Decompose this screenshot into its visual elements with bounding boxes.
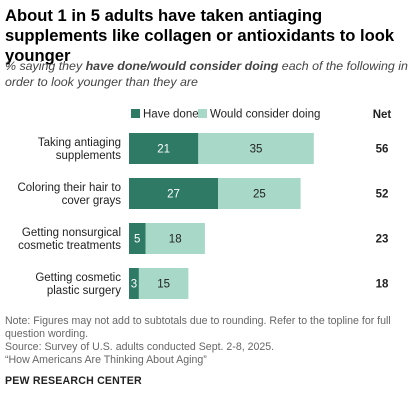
stacked-bar-chart: Have done Would consider doing Net Takin… <box>17 109 392 299</box>
category-label-line: Coloring their hair to <box>17 182 121 194</box>
report-title: “How Americans Are Thinking About Aging” <box>5 354 207 366</box>
value-label-would-consider: 18 <box>169 234 182 246</box>
net-column-header: Net <box>373 109 392 121</box>
legend-swatch-have-done <box>131 109 140 118</box>
category-label-line: Getting nonsurgical <box>22 227 121 239</box>
footer-brand: PEW RESEARCH CENTER <box>5 375 142 387</box>
chart-subtitle: % saying they have done/would consider d… <box>5 58 417 90</box>
category-label-line: Taking antiaging <box>38 137 121 149</box>
bar-would-consider <box>198 133 314 164</box>
bar-have-done <box>129 178 219 209</box>
net-value: 56 <box>376 144 389 156</box>
bar-would-consider <box>218 178 301 209</box>
category-label-line: supplements <box>56 150 121 162</box>
value-label-would-consider: 15 <box>157 279 170 291</box>
net-value: 18 <box>376 279 389 291</box>
source-text: Source: Survey of U.S. adults conducted … <box>5 341 275 353</box>
net-value: 23 <box>376 234 389 246</box>
category-label-line: plastic surgery <box>47 285 121 297</box>
value-label-would-consider: 25 <box>253 189 266 201</box>
category-label-line: Getting cosmetic <box>35 272 121 284</box>
subtitle-prefix: % saying they <box>5 59 86 73</box>
subtitle-suffix: each of the following in order to look y… <box>5 59 408 89</box>
bar-have-done <box>129 223 146 254</box>
value-label-have-done: 27 <box>167 189 180 201</box>
value-label-have-done: 21 <box>157 144 170 156</box>
subtitle-emphasis: have done/would consider doing <box>85 59 279 73</box>
bar-have-done <box>129 268 139 299</box>
category-label-line: cosmetic treatments <box>18 240 121 252</box>
category-label: Getting cosmetic plastic surgery <box>35 272 121 297</box>
bar-would-consider <box>145 223 205 254</box>
category-label: Taking antiaging supplements <box>38 137 121 162</box>
legend-label-would-consider: Would consider doing <box>210 109 320 121</box>
chart-notes: Note: Figures may not add to subtotals d… <box>5 315 415 367</box>
chart-title: About 1 in 5 adults have taken antiaging… <box>5 6 395 65</box>
bar-have-done <box>129 133 199 164</box>
value-label-have-done: 5 <box>134 234 140 246</box>
note-text: Note: Figures may not add to subtotals d… <box>5 315 391 340</box>
category-label: Coloring their hair to cover grays <box>17 182 121 207</box>
net-value: 52 <box>376 189 389 201</box>
bar-would-consider <box>138 268 189 299</box>
legend-label-have-done: Have done <box>143 109 199 121</box>
value-label-have-done: 3 <box>131 279 137 291</box>
chart-legend: Have done Would consider doing <box>131 109 320 121</box>
category-label-line: cover grays <box>62 195 122 207</box>
legend-swatch-would-consider <box>198 109 207 118</box>
category-label: Getting nonsurgical cosmetic treatments <box>18 227 121 252</box>
value-label-would-consider: 35 <box>250 144 263 156</box>
